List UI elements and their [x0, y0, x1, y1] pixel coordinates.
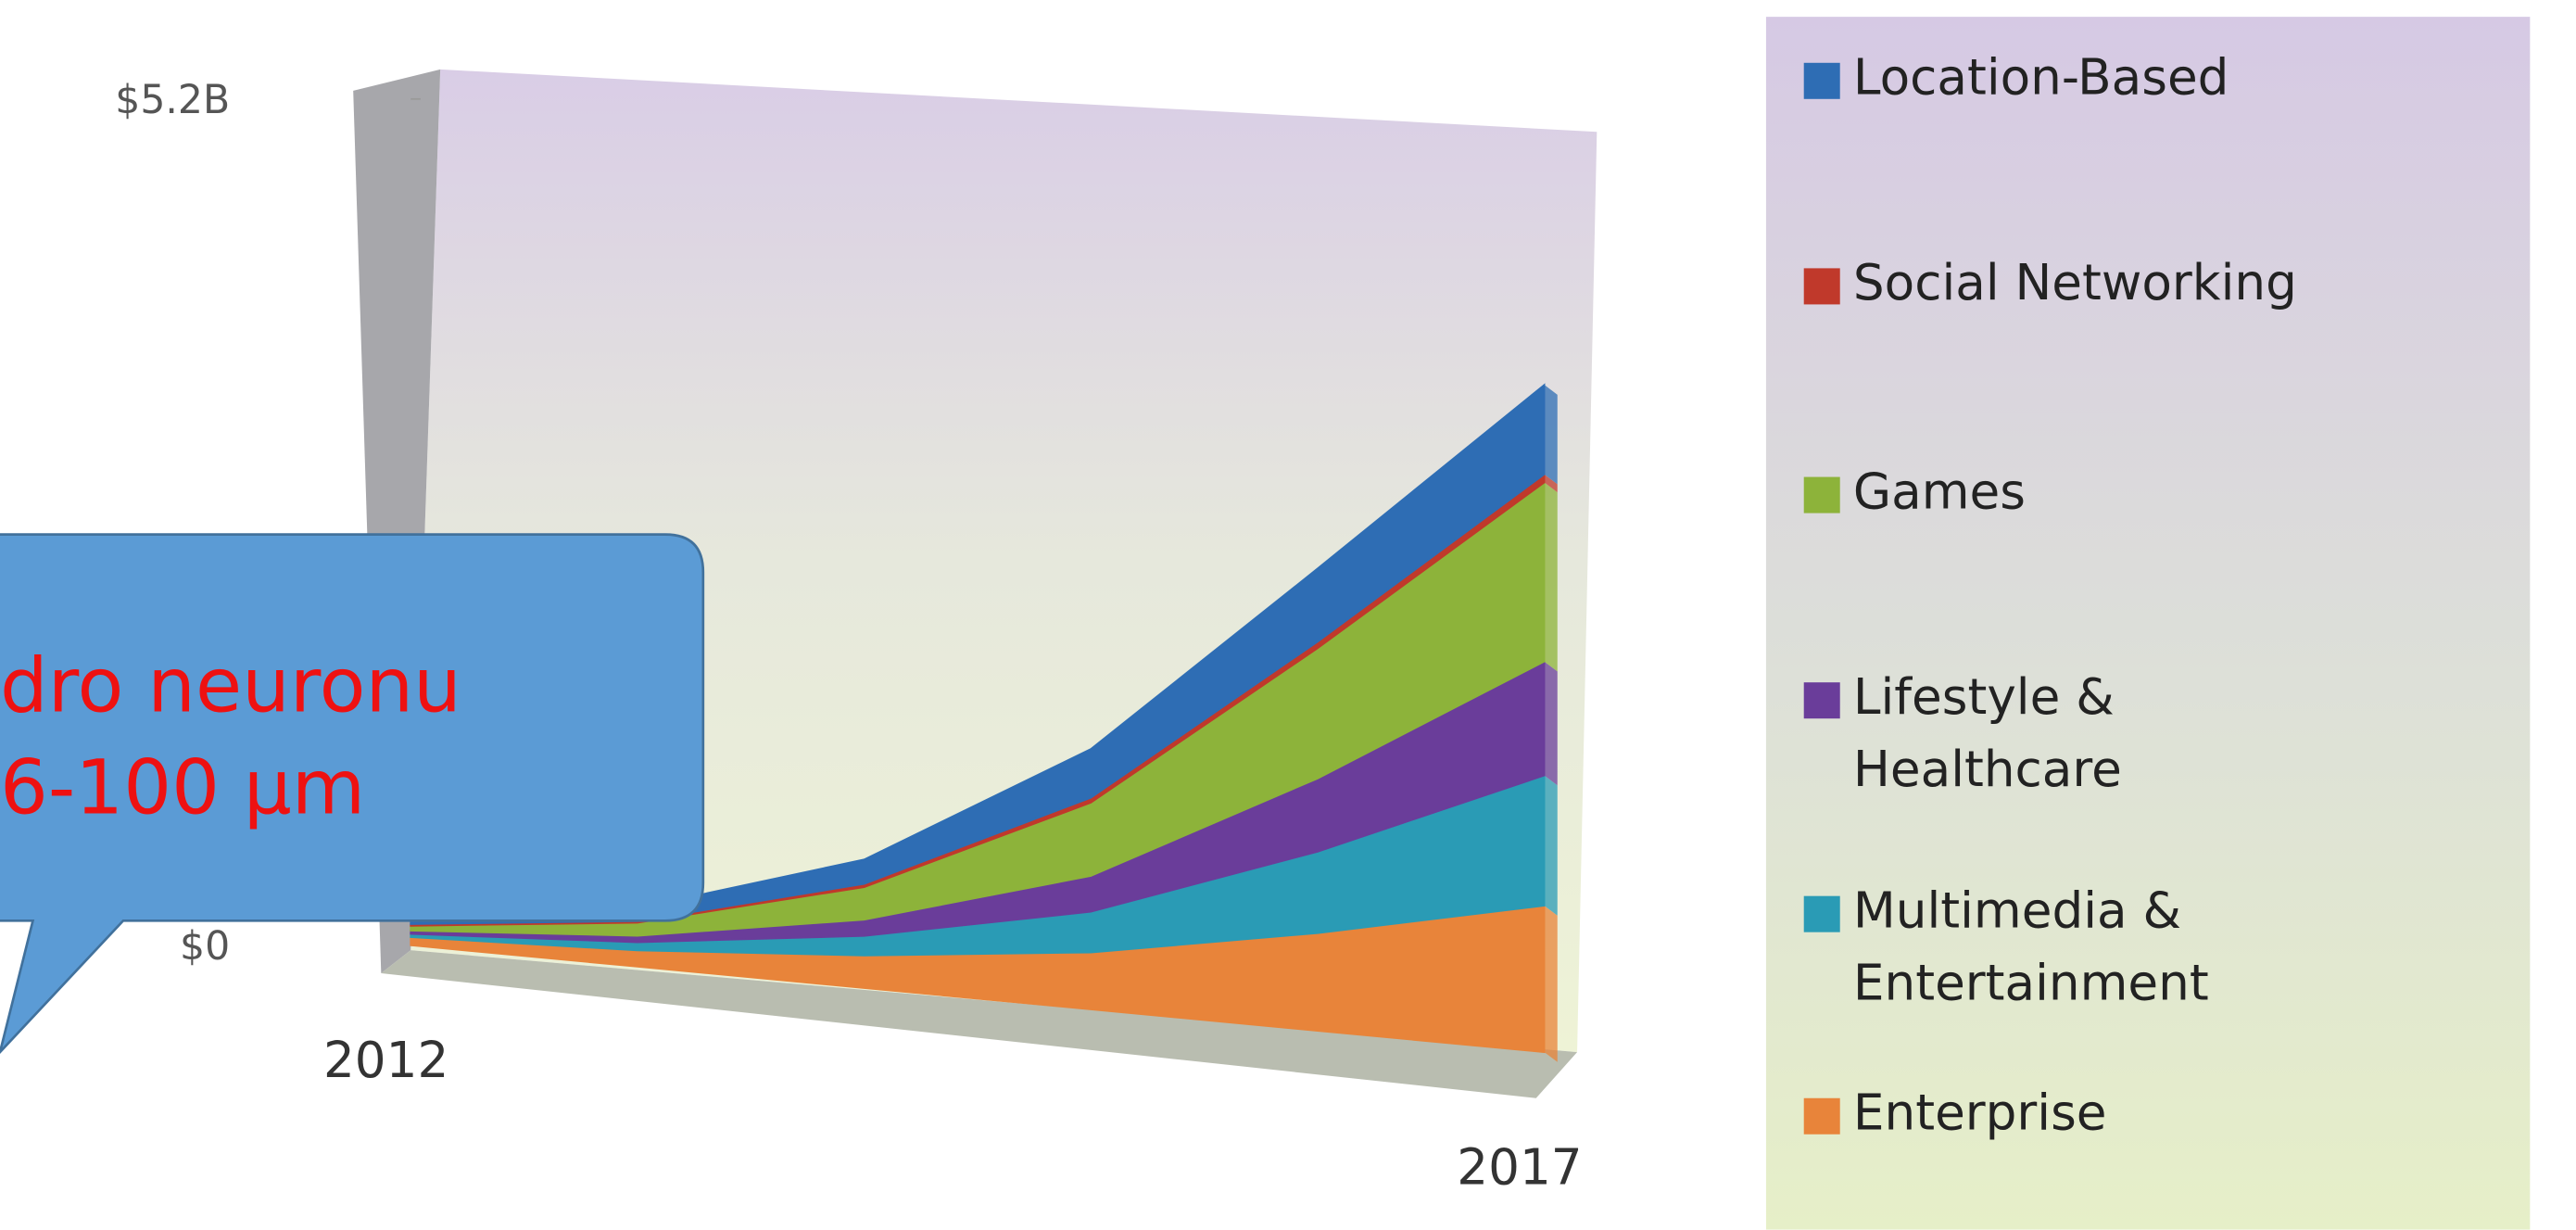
legend-label: Enterprise — [1852, 1084, 2107, 1143]
legend-label-box: Lifestyle & Healthcare — [1852, 669, 2122, 799]
legend-box — [1765, 17, 2531, 1230]
legend-label-box: Games — [1852, 463, 2026, 522]
legend-label-box: Enterprise — [1852, 1084, 2107, 1143]
legend-label-box: Location-Based — [1852, 49, 2229, 108]
plot: $0 $5.2B 2012 2017 — [115, 78, 1582, 1197]
legend-label: Location-Based — [1852, 49, 2229, 108]
x-tick-label: 2017 — [1457, 1138, 1582, 1196]
legend-label: Lifestyle & Healthcare — [1852, 669, 2122, 799]
legend-swatch — [1803, 62, 1840, 99]
callout — [0, 533, 705, 1055]
legend-label: Social Networking — [1852, 255, 2297, 313]
legend: Location-Based Social Networking Games Life… — [1803, 49, 2297, 1143]
legend-label-box: Multimedia & Entertainment — [1852, 882, 2209, 1012]
legend-label: Multimedia & Entertainment — [1852, 882, 2209, 1012]
legend-swatch — [1803, 476, 1840, 514]
legend-swatch — [1803, 268, 1840, 305]
floor — [381, 950, 1578, 1098]
legend-label: Games — [1852, 463, 2026, 522]
area-side — [1544, 775, 1558, 916]
area-side — [1544, 661, 1558, 786]
area-side — [1544, 482, 1558, 672]
legend-swatch — [1803, 895, 1840, 932]
callout-text: dro neuronu — [0, 642, 461, 730]
legend-swatch — [1803, 682, 1840, 719]
area-side — [1544, 474, 1558, 493]
legend-swatch — [1803, 1097, 1840, 1135]
y-tick-label: $0 — [180, 924, 230, 970]
callout-text: 6-100 μm — [0, 743, 365, 831]
area-side — [1544, 385, 1558, 485]
legend-label-box: Social Networking — [1852, 255, 2297, 313]
area-side — [1544, 906, 1558, 1062]
y-tick-label: $5.2B — [115, 78, 230, 123]
x-tick-label: 2012 — [323, 1032, 448, 1089]
